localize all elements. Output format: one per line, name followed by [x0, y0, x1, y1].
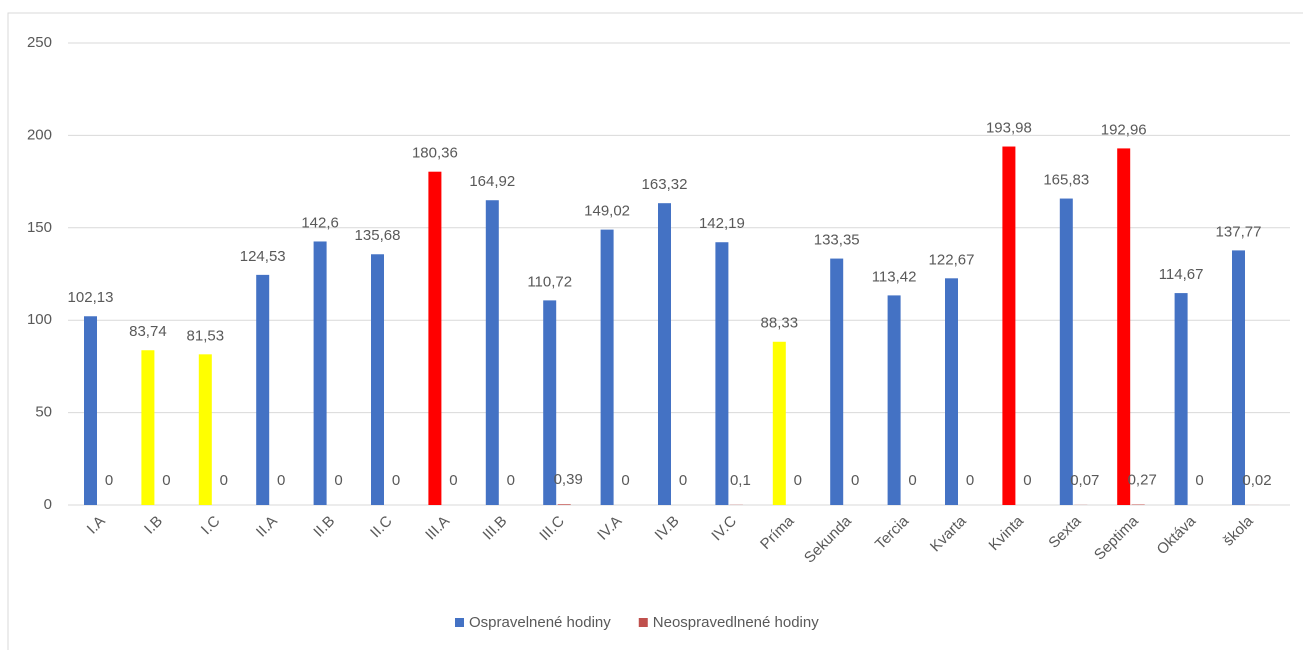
legend-label: Neospravedlnené hodiny: [653, 614, 819, 631]
bar: [84, 316, 97, 505]
data-label: 122,67: [929, 251, 975, 268]
data-label: 133,35: [814, 232, 860, 249]
data-label: 142,6: [301, 214, 339, 231]
bar: [428, 172, 441, 505]
data-label: 137,77: [1216, 223, 1262, 240]
data-label: 0: [449, 472, 457, 489]
y-tick-label: 100: [27, 311, 52, 328]
data-label: 102,13: [68, 289, 114, 306]
data-label: 0: [220, 472, 228, 489]
data-label: 0: [621, 472, 629, 489]
data-label: 110,72: [527, 273, 572, 290]
bar: [1117, 148, 1130, 505]
y-tick-label: 0: [44, 496, 52, 513]
data-label: 0,07: [1070, 472, 1099, 489]
data-label: 0: [794, 472, 802, 489]
data-label: 0: [392, 472, 400, 489]
data-label: 163,32: [642, 176, 688, 193]
y-tick-label: 150: [27, 219, 52, 236]
data-label: 142,19: [699, 215, 745, 232]
bar: [715, 242, 728, 505]
data-label: 0,39: [554, 471, 583, 488]
data-label: 192,96: [1101, 121, 1147, 138]
bar: [371, 254, 384, 505]
data-label: 0: [507, 472, 515, 489]
data-label: 0: [277, 472, 285, 489]
bar: [888, 295, 901, 505]
bar: [256, 275, 269, 505]
data-label: 180,36: [412, 145, 458, 162]
y-tick-label: 50: [35, 404, 52, 421]
bar: [199, 354, 212, 505]
data-label: 193,98: [986, 119, 1032, 136]
bar: [1175, 293, 1188, 505]
y-tick-label: 200: [27, 126, 52, 143]
data-label: 83,74: [129, 323, 167, 340]
data-label: 149,02: [584, 203, 630, 220]
bar: [558, 504, 571, 505]
data-label: 81,53: [187, 327, 225, 344]
bar: [601, 230, 614, 505]
data-label: 0: [1023, 472, 1031, 489]
bar: [773, 342, 786, 505]
data-label: 0: [334, 472, 342, 489]
data-label: 114,67: [1159, 266, 1204, 283]
bar: [486, 200, 499, 505]
data-label: 0,1: [730, 472, 751, 489]
bar: [1232, 250, 1245, 505]
bar: [658, 203, 671, 505]
data-label: 0: [162, 472, 170, 489]
data-label: 0: [851, 472, 859, 489]
data-label: 164,92: [469, 173, 515, 190]
bar: [945, 278, 958, 505]
data-label: 113,42: [872, 268, 917, 285]
legend-label: Ospravelnené hodiny: [469, 614, 611, 631]
data-label: 0: [105, 472, 113, 489]
data-label: 0: [966, 472, 974, 489]
data-label: 124,53: [240, 248, 286, 265]
data-label: 0: [679, 472, 687, 489]
data-label: 0,02: [1242, 472, 1271, 489]
legend-swatch: [455, 618, 464, 627]
data-label: 88,33: [761, 315, 799, 332]
data-label: 135,68: [355, 227, 401, 244]
bar: [1060, 199, 1073, 505]
data-label: 0: [1195, 472, 1203, 489]
data-label: 165,83: [1043, 172, 1089, 189]
legend-swatch: [639, 618, 648, 627]
data-label: 0,27: [1128, 471, 1157, 488]
bar: [141, 350, 154, 505]
bar: [1002, 147, 1015, 505]
bar: [314, 241, 327, 505]
data-label: 0: [908, 472, 916, 489]
y-tick-label: 250: [27, 34, 52, 51]
bar: [830, 259, 843, 505]
